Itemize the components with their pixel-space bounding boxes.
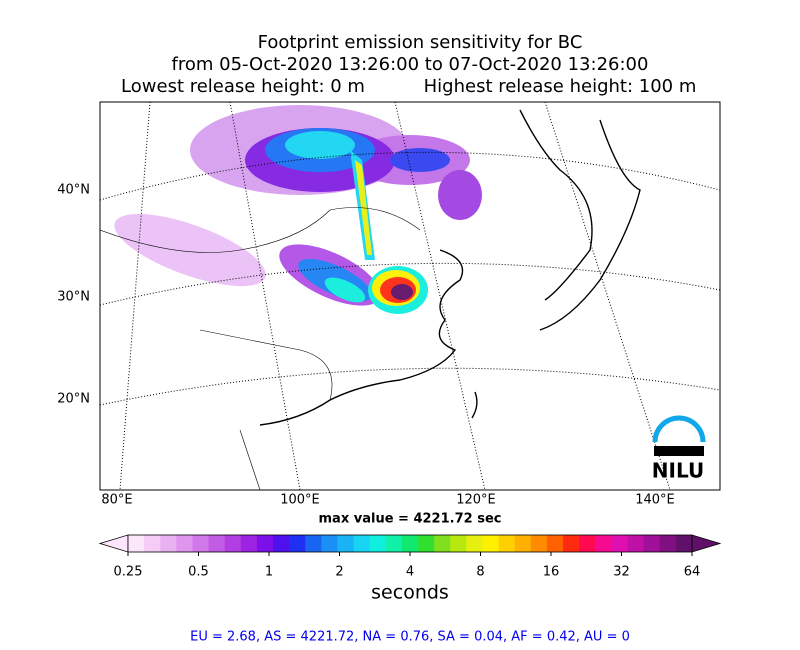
colorbar-segment — [434, 535, 451, 552]
lat-label: 40°N — [57, 183, 90, 198]
lon-label: 80°E — [101, 493, 132, 508]
colorbar-tick-label: 64 — [684, 565, 701, 580]
colorbar-segment — [305, 535, 322, 552]
title: Footprint emission sensitivity for BC — [258, 32, 583, 53]
lat-label: 30°N — [57, 290, 90, 305]
colorbar-segment — [208, 535, 226, 552]
colorbar-tick-label: 1 — [265, 565, 273, 580]
colorbar-segment — [289, 535, 306, 552]
colorbar-tick-label: 0.25 — [114, 565, 143, 580]
colorbar-segment — [643, 535, 661, 552]
colorbar-segment — [369, 535, 387, 552]
colorbar-tick-label: 4 — [406, 565, 414, 580]
lon-label: 120°E — [456, 493, 496, 508]
colorbar-segment — [498, 535, 516, 552]
colorbar-segment — [160, 535, 177, 552]
map — [100, 102, 720, 490]
colorbar-segment — [595, 535, 612, 552]
colorbar-segment — [659, 535, 677, 552]
region-summary: EU = 2.68, AS = 4221.72, NA = 0.76, SA =… — [190, 630, 630, 645]
colorbar-tick-label: 16 — [543, 565, 560, 580]
colorbar-segment — [385, 535, 403, 552]
map-frame — [99, 101, 721, 491]
colorbar-segment — [514, 535, 532, 552]
colorbar-tick-label: 8 — [476, 565, 484, 580]
colorbar-segment — [401, 535, 419, 552]
colorbar-tick-label: 2 — [335, 565, 343, 580]
colorbar-segment — [418, 535, 435, 552]
colorbar-extend-low — [98, 534, 129, 553]
colorbar-segment — [450, 535, 467, 552]
nilu-logo: NILU — [652, 415, 706, 483]
lon-label: 100°E — [280, 493, 320, 508]
colorbar-segment — [546, 535, 564, 552]
max-value: max value = 4221.72 sec — [319, 512, 502, 527]
colorbar-segment — [353, 535, 371, 552]
lon-label: 140°E — [635, 493, 675, 508]
release-high: Highest release height: 100 m — [424, 76, 697, 97]
colorbar-segment — [579, 535, 596, 552]
colorbar-segment — [466, 535, 483, 552]
colorbar-segment — [144, 535, 161, 552]
colorbar-segment — [321, 535, 338, 552]
colorbar-segment — [627, 535, 645, 552]
subtitle: from 05-Oct-2020 13:26:00 to 07-Oct-2020… — [172, 54, 649, 75]
colorbar-segment — [482, 535, 500, 552]
colorbar-segment — [240, 535, 258, 552]
colorbar-segment — [563, 535, 580, 552]
colorbar-segment — [611, 535, 628, 552]
colorbar-label: seconds — [371, 582, 449, 604]
colorbar-segment — [675, 535, 693, 552]
colorbar-segment — [337, 535, 354, 552]
colorbar-segment — [256, 535, 274, 552]
lat-label: 20°N — [57, 392, 90, 407]
colorbar-segment — [224, 535, 242, 552]
colorbar-segment — [128, 535, 145, 552]
logo-text: NILU — [652, 459, 704, 483]
colorbar-segment — [192, 535, 209, 552]
colorbar-tick-label: 0.5 — [188, 565, 209, 580]
colorbar-segment — [176, 535, 193, 552]
release-low: Lowest release height: 0 m — [121, 76, 365, 97]
colorbar-segment — [273, 535, 290, 552]
colorbar: 0.25 0.5 1 2 4 8 16 32 64 — [98, 534, 722, 580]
colorbar-extend-high — [691, 534, 722, 553]
colorbar-tick-label: 32 — [613, 565, 630, 580]
colorbar-segment — [530, 535, 548, 552]
